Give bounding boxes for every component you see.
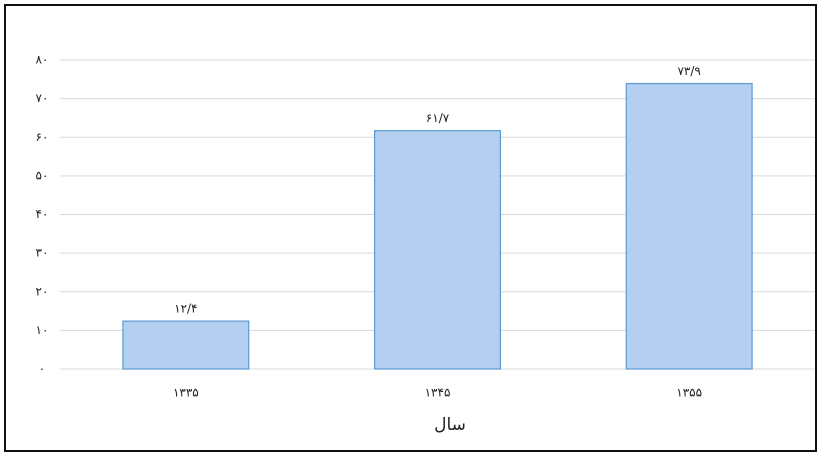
y-tick-label: ۷۰ [36,91,49,105]
y-tick-label: ۸۰ [36,53,49,67]
y-tick-label: ۰ [39,362,45,376]
data-label: ۱۲/۴ [174,302,197,316]
y-tick-label: ۳۰ [36,246,49,260]
x-tick-label: ۱۳۴۵ [425,386,451,400]
data-label: ۶۱/۷ [426,111,450,125]
y-tick-label: ۴۰ [36,207,49,221]
y-tick-label: ۶۰ [36,130,49,144]
x-tick-label: ۱۳۳۵ [173,386,199,400]
y-tick-label: ۱۰ [36,323,49,337]
bar [625,82,753,370]
bar [122,320,250,370]
y-tick-label: ۵۰ [36,168,49,182]
x-tick-label: ۱۳۵۵ [676,386,702,400]
x-axis-title: سال [434,415,466,435]
y-tick-label: ۲۰ [36,284,49,298]
bar [373,130,502,370]
data-label: ۷۳/۹ [677,64,700,78]
